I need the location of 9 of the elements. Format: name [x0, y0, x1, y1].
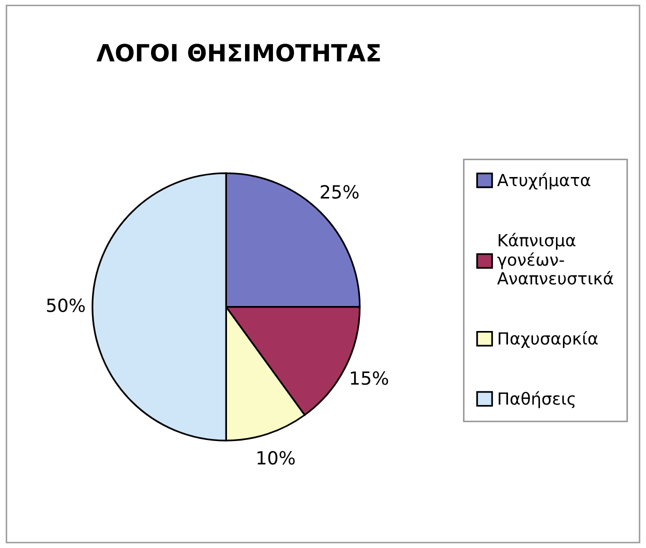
data-label: 50%	[47, 298, 85, 312]
data-label: 15%	[350, 371, 388, 385]
data-label: 25%	[320, 185, 359, 199]
chart-title: ΛΟΓΟΙ ΘΗΣΙΜΟΤΗΤΑΣ	[96, 44, 380, 62]
legend-label: Παχυσαρκία	[498, 331, 598, 348]
data-label: 10%	[258, 451, 295, 465]
legend-label: Ατυχήματα	[497, 172, 590, 190]
legend-label: Παθήσεις	[498, 391, 575, 408]
legend-label: Κάπνισμα γονέων-Αναπνευστικά	[497, 232, 614, 285]
